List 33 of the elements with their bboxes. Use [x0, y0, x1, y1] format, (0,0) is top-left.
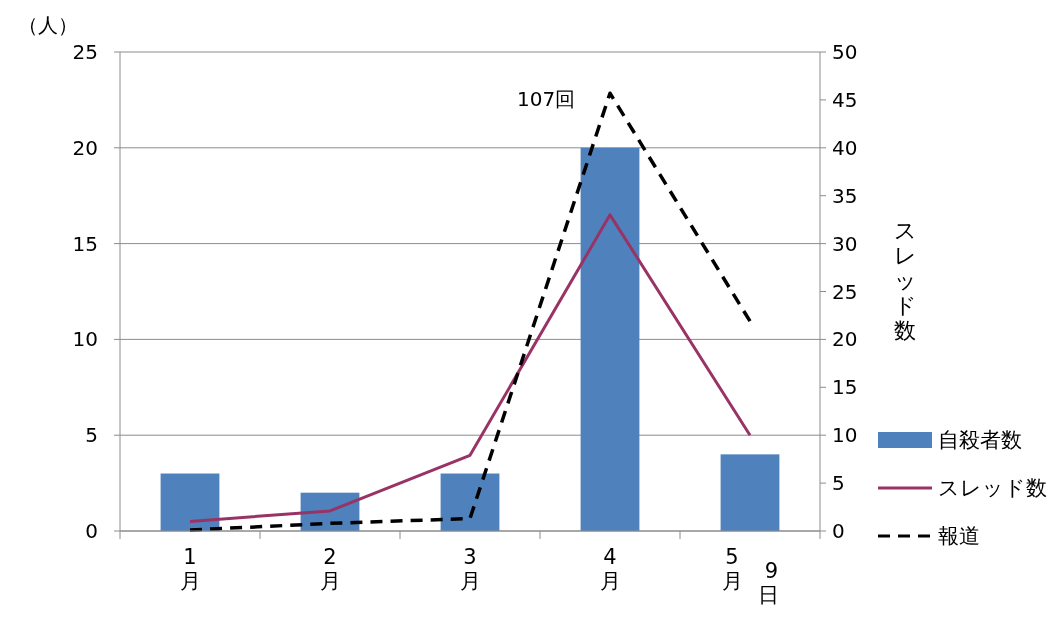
- y-tick-label: 5: [85, 423, 98, 448]
- y2-tick-label: 15: [832, 375, 858, 400]
- line-series: [188, 213, 752, 523]
- x-tick-label: 4月: [599, 545, 621, 593]
- bar: [720, 454, 780, 531]
- y2-tick-label: 35: [832, 183, 858, 208]
- y-tick-label: 0: [85, 519, 98, 543]
- y-tick-label: 15: [72, 231, 98, 256]
- legend-label: 報道: [938, 524, 980, 549]
- legend-label: スレッド数: [938, 476, 1047, 501]
- y-axis-title: （人）: [18, 13, 78, 37]
- y-tick-label: 25: [72, 40, 98, 64]
- y2-axis-title: スレッド数: [893, 218, 917, 343]
- line-series: [188, 91, 752, 532]
- bar: [440, 473, 500, 531]
- y2-tick-label: 0: [832, 519, 845, 543]
- x-tick-label: 2月: [319, 545, 341, 593]
- annotation: 107回: [517, 87, 576, 111]
- y2-tick-label: 25: [832, 279, 858, 304]
- y2-tick-label: 10: [832, 423, 858, 448]
- x-tick-label: 3月: [459, 545, 481, 593]
- x-tick-label: 1月: [179, 545, 201, 593]
- bar: [580, 147, 640, 531]
- y2-tick-label: 30: [832, 231, 858, 256]
- y2-tick-label: 40: [832, 135, 858, 160]
- y-tick-label: 10: [72, 327, 98, 352]
- y2-tick-label: 45: [832, 87, 858, 112]
- y2-tick-label: 20: [832, 327, 858, 352]
- y2-tick-label: 50: [832, 40, 858, 64]
- y2-tick-label: 5: [832, 471, 845, 496]
- y-tick-label: 20: [72, 135, 98, 160]
- legend-label: 自殺者数: [938, 428, 1022, 453]
- bar: [160, 473, 220, 531]
